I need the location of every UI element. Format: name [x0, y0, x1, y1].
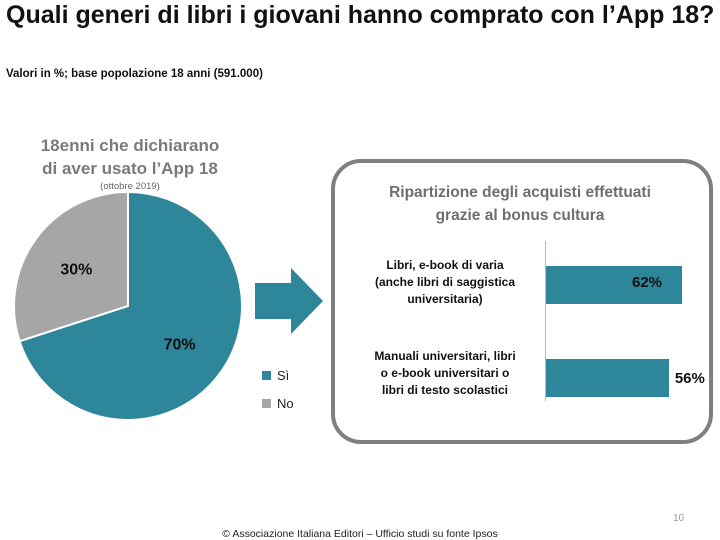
- pie-slice-si: [18, 190, 243, 421]
- bar-category-label: Libri, e-book di varia (anche libri di s…: [350, 257, 540, 308]
- panel-title-line-1: Ripartizione degli acquisti effettuati: [389, 184, 651, 201]
- bar-axis-line: [545, 241, 546, 401]
- right-arrow-icon: [255, 268, 323, 334]
- bar-manuali-universitari: [546, 359, 669, 397]
- legend-label-no: No: [277, 396, 294, 411]
- pie-label-no: 30%: [60, 261, 92, 278]
- legend-item-si: Sì: [262, 368, 289, 383]
- bar-value-label: 62%: [632, 274, 663, 291]
- page-title: Quali generi di libri i giovani hanno co…: [6, 1, 715, 29]
- pie-heading-line-2: di aver usato l’App 18: [42, 159, 218, 178]
- legend-label-si: Sì: [277, 368, 290, 383]
- legend-swatch-si: [262, 371, 271, 380]
- category-1-line-2: (anche libri di saggistica: [374, 275, 516, 289]
- pie-label-si: 70%: [164, 337, 196, 354]
- legend-item-no: No: [262, 396, 294, 411]
- pie-heading-line-1: 18enni che dichiarano: [40, 136, 220, 155]
- bar-value-label: 56%: [674, 370, 705, 387]
- category-1-line-1: Libri, e-book di varia: [386, 258, 504, 272]
- footer-source: © Associazione Italiana Editori – Uffici…: [222, 528, 498, 540]
- category-2-line-3: libri di testo scolastici: [381, 383, 509, 397]
- panel-title: Ripartizione degli acquisti effettuati g…: [340, 181, 700, 227]
- legend-swatch-no: [262, 399, 271, 408]
- category-2-line-2: o e-book universitari o: [380, 366, 510, 380]
- category-2-line-1: Manuali universitari, libri: [374, 349, 516, 363]
- pie-heading: 18enni che dichiarano di aver usato l’Ap…: [10, 134, 250, 180]
- panel-title-line-2: grazie al bonus cultura: [435, 207, 605, 224]
- category-1-line-3: universitaria): [407, 292, 483, 306]
- pie-note: (ottobre 2019): [100, 181, 160, 192]
- pie-slice-no: [13, 190, 129, 343]
- bar-category-label: Manuali universitari, libri o e-book uni…: [350, 348, 540, 399]
- page-subtitle: Valori in %; base popolazione 18 anni (5…: [6, 68, 263, 80]
- page-number: 10: [673, 513, 685, 524]
- bar-libri-varia: [546, 266, 682, 304]
